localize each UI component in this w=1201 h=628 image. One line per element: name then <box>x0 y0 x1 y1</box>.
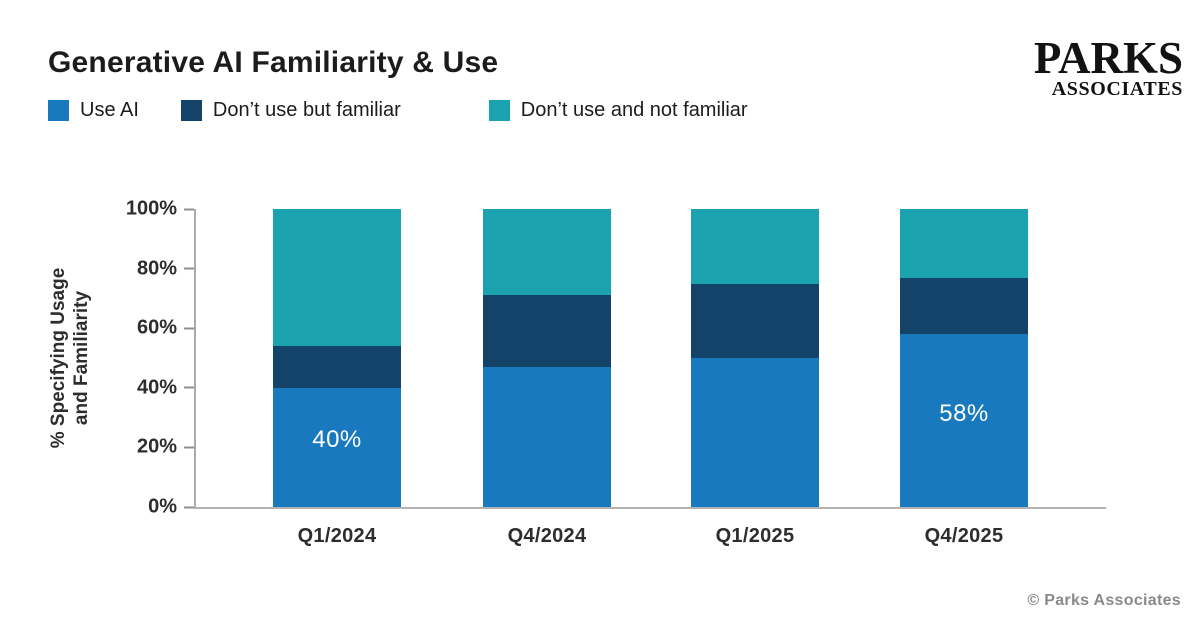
y-tick-mark <box>184 327 194 330</box>
bar-segment-don-t-use-and-not-familiar <box>483 209 611 296</box>
x-axis-baseline <box>194 507 1106 509</box>
y-tick-60: 60% <box>64 317 194 340</box>
plot-area: 0% 20% 40% 60% 80% 100% 40% Q1/2024 Q4/2024 Q1/20… <box>126 198 1106 547</box>
parks-associates-logo: PARKS ASSOCIATES <box>1033 33 1183 101</box>
stacked-bar-q1-2025 <box>691 209 819 507</box>
bar-segment-use-ai <box>691 358 819 507</box>
y-tick-mark <box>184 386 194 389</box>
y-tick-40: 40% <box>64 376 194 399</box>
bar-segment-don-t-use-but-familiar <box>273 346 401 388</box>
bar-segment-don-t-use-but-familiar <box>691 283 819 358</box>
y-tick-label: 80% <box>136 257 177 280</box>
legend-swatch-dont-use-and-not-familiar <box>488 100 510 121</box>
stacked-bar-q4-2025: 58% <box>900 209 1028 507</box>
y-tick-label: 20% <box>136 435 177 458</box>
legend: Use AI Don’t use but familiar Don’t use … <box>48 99 748 122</box>
y-tick-label: 40% <box>136 376 177 399</box>
chart-title: Generative AI Familiarity & Use <box>48 46 499 79</box>
y-tick-0: 0% <box>64 496 194 519</box>
bar-segment-don-t-use-and-not-familiar <box>273 209 401 347</box>
legend-item-use-ai: Use AI <box>48 99 139 122</box>
bar-value-label: 58% <box>939 399 989 427</box>
y-tick-mark <box>184 446 194 449</box>
x-axis-label-q1-2025: Q1/2025 <box>715 525 795 547</box>
legend-item-dont-use-but-familiar: Don’t use but familiar <box>180 99 401 122</box>
y-tick-label: 60% <box>136 316 177 339</box>
logo-line-parks: PARKS <box>1033 33 1183 83</box>
bar-segment-use-ai <box>273 387 401 507</box>
y-tick-100: 100% <box>64 198 194 221</box>
y-tick-mark <box>184 208 194 210</box>
bar-segment-use-ai <box>483 366 611 507</box>
x-axis-label-q4-2025: Q4/2025 <box>924 525 1004 547</box>
bar-segment-use-ai <box>900 334 1028 507</box>
y-tick-label: 0% <box>148 495 177 518</box>
legend-item-dont-use-and-not-familiar: Don’t use and not familiar <box>488 99 748 122</box>
logo-line-associates: ASSOCIATES <box>1051 78 1183 101</box>
legend-label-dont-use-and-not-familiar: Don’t use and not familiar <box>520 99 748 121</box>
y-axis-title-line1: % Specifying Usage <box>48 267 69 449</box>
y-tick-20: 20% <box>64 436 194 459</box>
bar-segment-don-t-use-but-familiar <box>900 277 1028 335</box>
y-tick-mark <box>184 267 194 270</box>
legend-label-use-ai: Use AI <box>80 99 139 121</box>
y-axis-line <box>194 209 196 507</box>
y-tick-80: 80% <box>64 257 194 280</box>
stacked-bar-q1-2024: 40% <box>273 209 401 507</box>
y-axis-title-line2: and Familiarity <box>70 290 92 426</box>
copyright-footer: © Parks Associates <box>1027 592 1181 609</box>
bar-segment-don-t-use-and-not-familiar <box>691 209 819 284</box>
x-axis-label-q1-2024: Q1/2024 <box>297 525 377 547</box>
bar-value-label: 40% <box>312 426 362 454</box>
y-axis-title: % Specifying Usage and Familiarity <box>48 198 94 518</box>
x-axis-label-q4-2024: Q4/2024 <box>507 525 587 547</box>
bar-segment-don-t-use-but-familiar <box>483 295 611 367</box>
y-tick-label: 100% <box>125 197 177 220</box>
legend-swatch-dont-use-but-familiar <box>180 100 202 121</box>
legend-label-dont-use-but-familiar: Don’t use but familiar <box>212 99 401 121</box>
legend-swatch-use-ai <box>48 100 69 121</box>
y-tick-mark <box>184 506 194 508</box>
bar-segment-don-t-use-and-not-familiar <box>900 209 1028 278</box>
stacked-bar-q4-2024 <box>483 209 611 507</box>
